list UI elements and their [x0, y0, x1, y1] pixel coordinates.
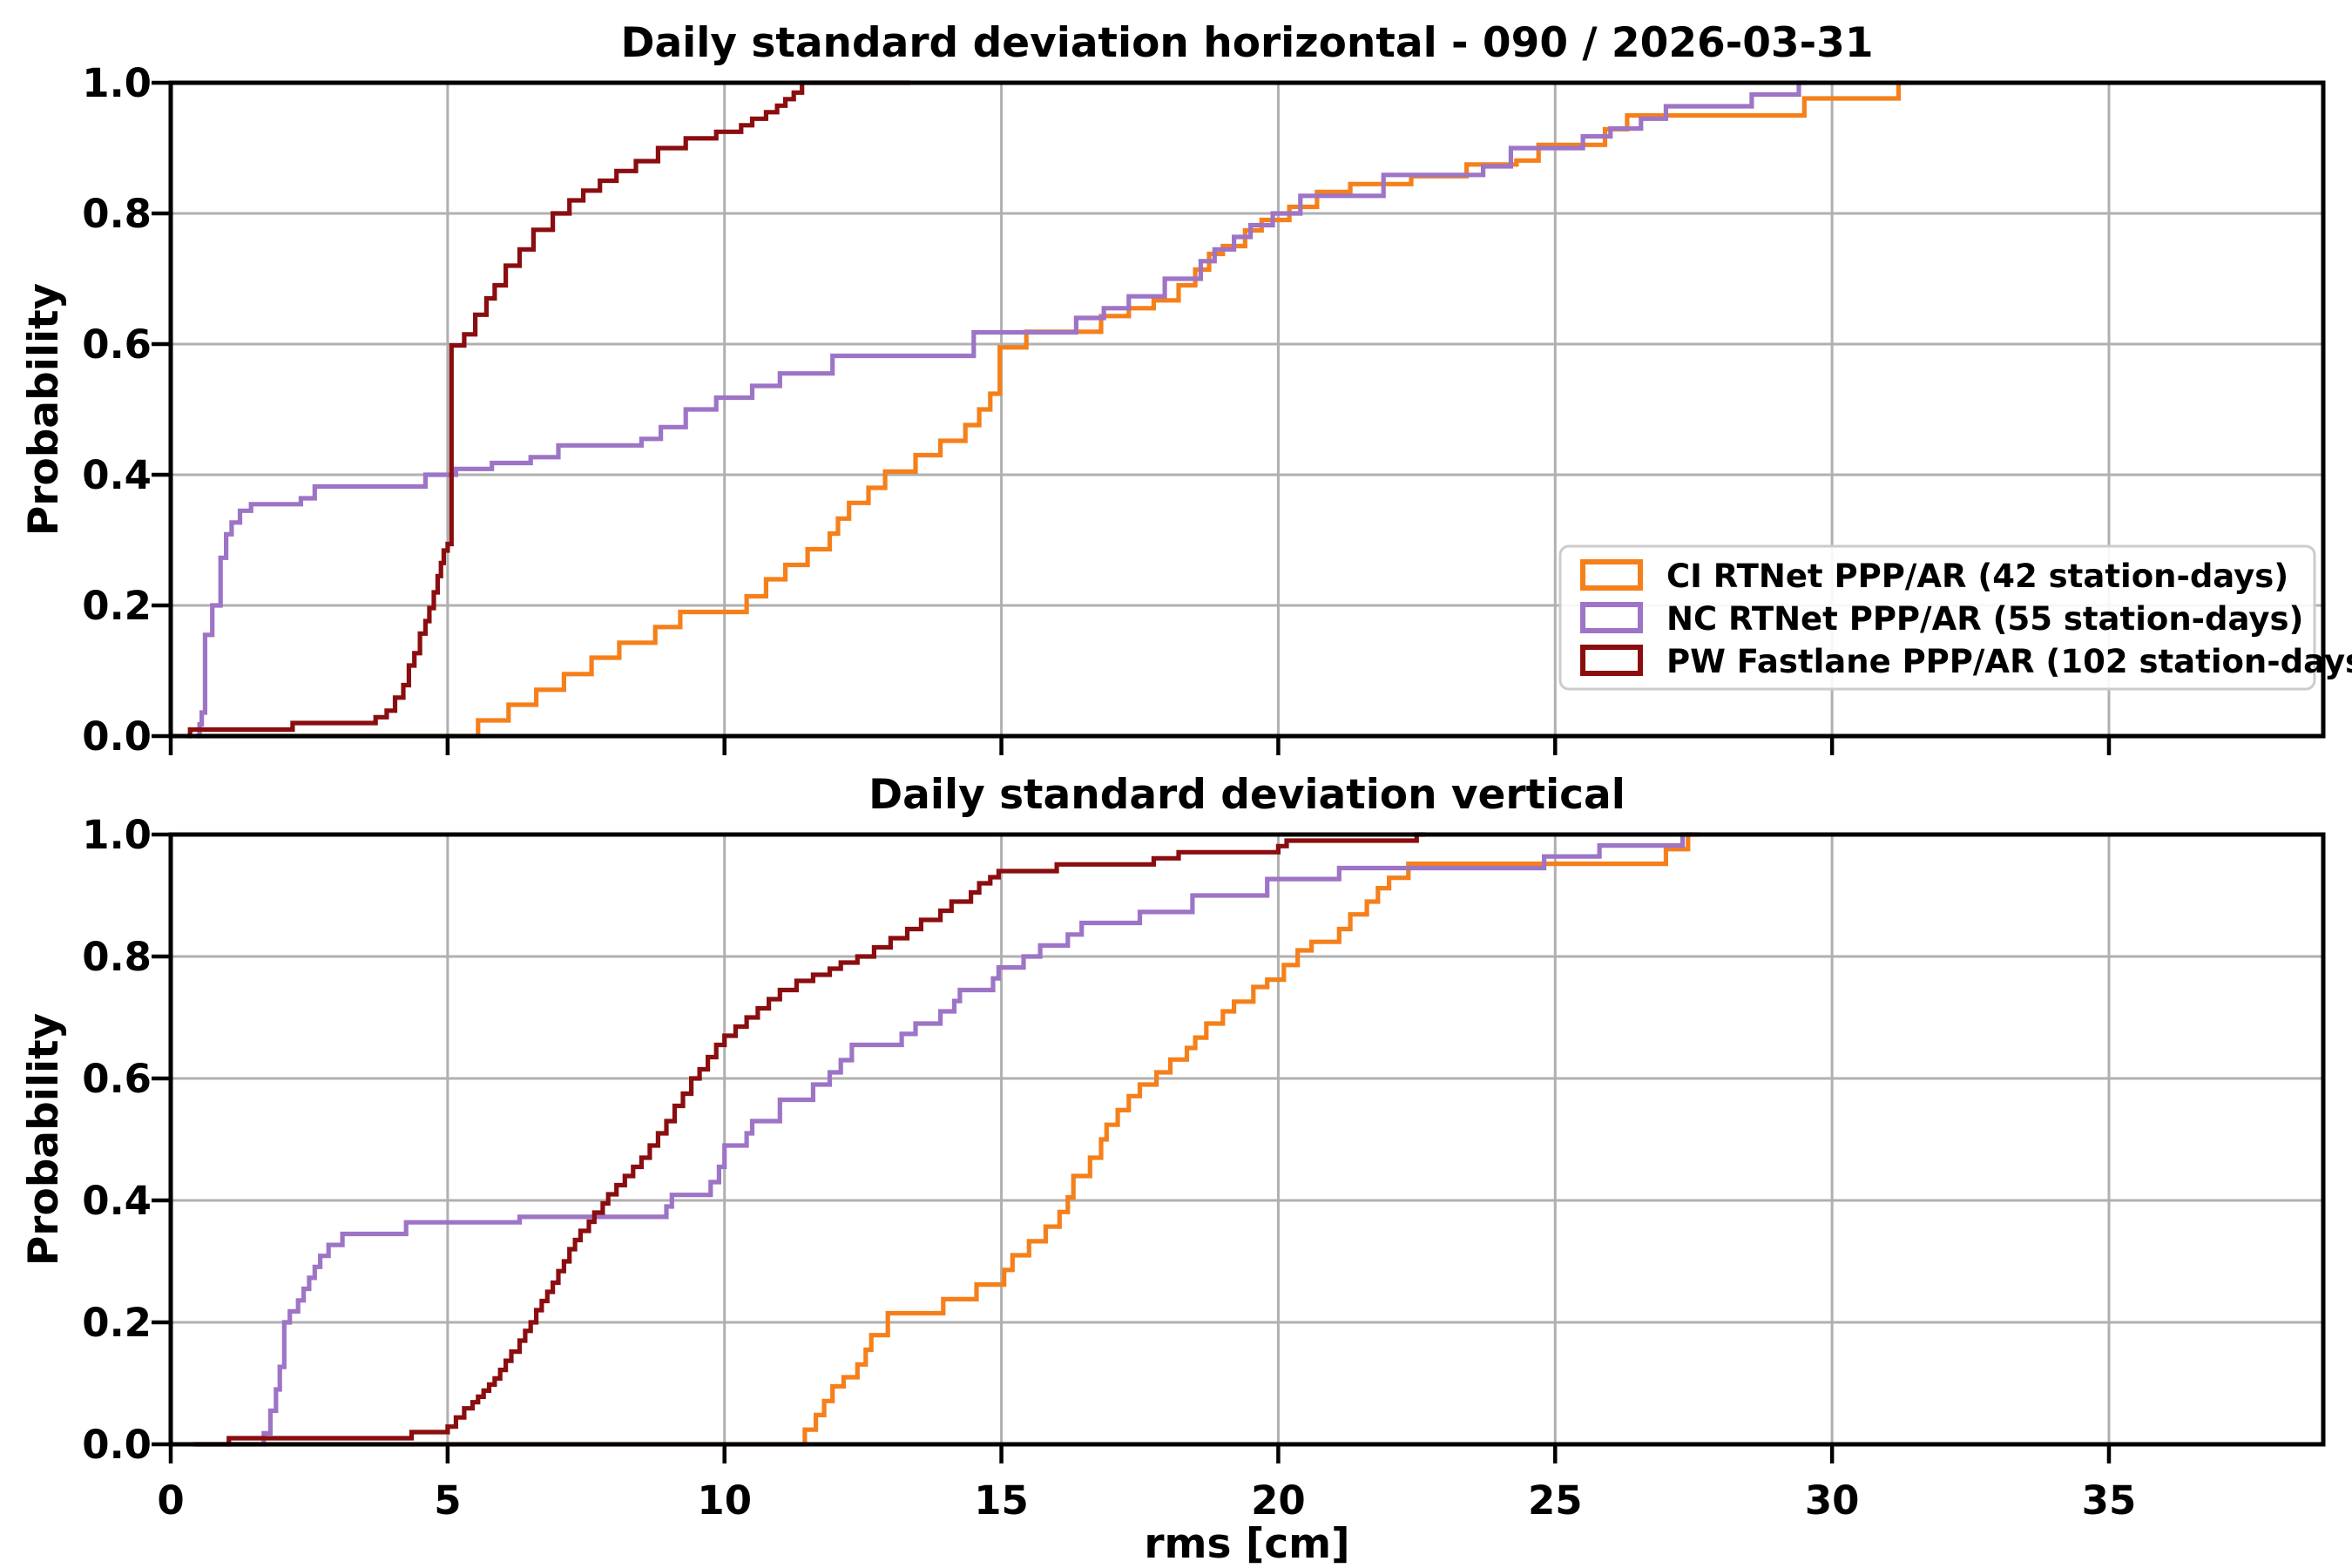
x-tick-label: 10 — [697, 1477, 752, 1524]
y-tick-label: 1.0 — [82, 812, 152, 858]
y-tick-label: 0.6 — [82, 1056, 152, 1102]
x-tick-label: 20 — [1251, 1477, 1306, 1524]
legend: CI RTNet PPP/AR (42 station-days) NC RTNe… — [1558, 544, 2352, 691]
legend-swatch-ci — [1580, 559, 1643, 591]
cdf-curve-pw — [193, 832, 1425, 1447]
y-tick-label: 0.4 — [82, 1178, 152, 1224]
cdf-curve-ci — [226, 832, 1700, 1447]
y-tick-label: 0.0 — [82, 713, 152, 760]
y-tick-label: 0.2 — [82, 583, 152, 629]
legend-label-pw: PW Fastlane PPP/AR (102 station-days) — [1666, 643, 2352, 680]
legend-label-ci: CI RTNet PPP/AR (42 station-days) — [1666, 558, 2288, 595]
legend-box — [1558, 544, 2316, 691]
plot-frame — [168, 832, 2326, 1447]
y-axis-label: Probability — [20, 283, 68, 536]
panel-title: Daily standard deviation vertical — [868, 771, 1625, 819]
cdf-curve-nc — [195, 80, 1808, 739]
legend-label-nc: NC RTNet PPP/AR (55 station-days) — [1666, 600, 2303, 638]
legend-swatch-pw — [1580, 645, 1643, 676]
y-tick-label: 0.6 — [82, 321, 152, 368]
x-tick-label: 30 — [1805, 1477, 1860, 1524]
y-tick-label: 0.4 — [82, 452, 152, 498]
x-axis-label: rms [cm] — [1144, 1520, 1349, 1568]
x-tick-label: 15 — [974, 1477, 1029, 1524]
plot-frame — [168, 80, 2326, 739]
y-tick-label: 0.8 — [82, 191, 152, 237]
x-tick-label: 25 — [1528, 1477, 1583, 1524]
y-tick-label: 1.0 — [82, 60, 152, 106]
y-axis-label: Probability — [20, 1013, 68, 1266]
panel-horizontal: 0.0 0.2 0.4 0.6 0.8 1.0 Daily standard deviat… — [20, 19, 2326, 760]
x-tick-label: 35 — [2082, 1477, 2137, 1524]
x-tick-label: 5 — [434, 1477, 461, 1524]
cdf-curve-nc — [195, 832, 1694, 1447]
panel-title: Daily standard deviation horizontal - 09… — [620, 19, 1873, 67]
cdf-curve-pw — [187, 80, 910, 739]
panel-vertical: 0 5 10 15 20 25 30 35 0.0 0.2 0.4 0.6 0.8 1.0 Daily s… — [20, 771, 2326, 1568]
y-tick-label: 0.0 — [82, 1422, 152, 1468]
y-tick-label: 0.8 — [82, 934, 152, 980]
y-tick-label: 0.2 — [82, 1300, 152, 1346]
x-tick-label: 0 — [157, 1477, 184, 1524]
legend-swatch-nc — [1580, 602, 1643, 633]
